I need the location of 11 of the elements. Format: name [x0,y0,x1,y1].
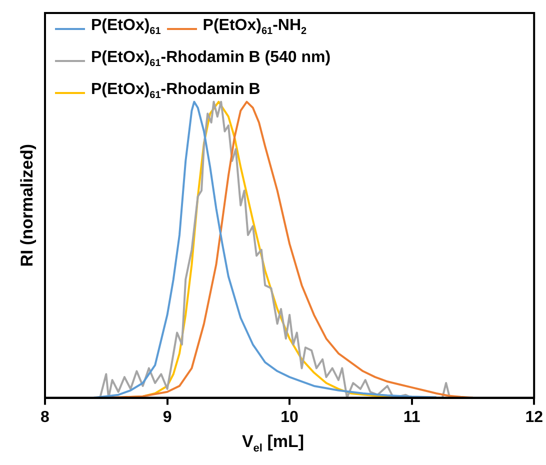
x-tick-label: 8 [40,408,50,426]
x-tick-label: 10 [280,408,299,426]
x-tick-label: 12 [525,408,544,426]
legend-label: P(EtOx)$_{61}$-Rhodamin B (540 nm) [91,48,331,72]
x-tick-label: 11 [403,408,420,426]
legend-label: P(EtOx)$_{61}$ [91,16,161,40]
legend-label: P(EtOx)$_{61}$-Rhodamin B [91,80,260,104]
legend-label: P(EtOx)$_{61}$-NH$_{2}$ [202,16,307,40]
x-tick-label: 9 [162,408,172,426]
x-axis-title: V$_{el}$ [mL] [240,432,306,454]
y-axis-title: RI (normalized) [18,144,37,267]
